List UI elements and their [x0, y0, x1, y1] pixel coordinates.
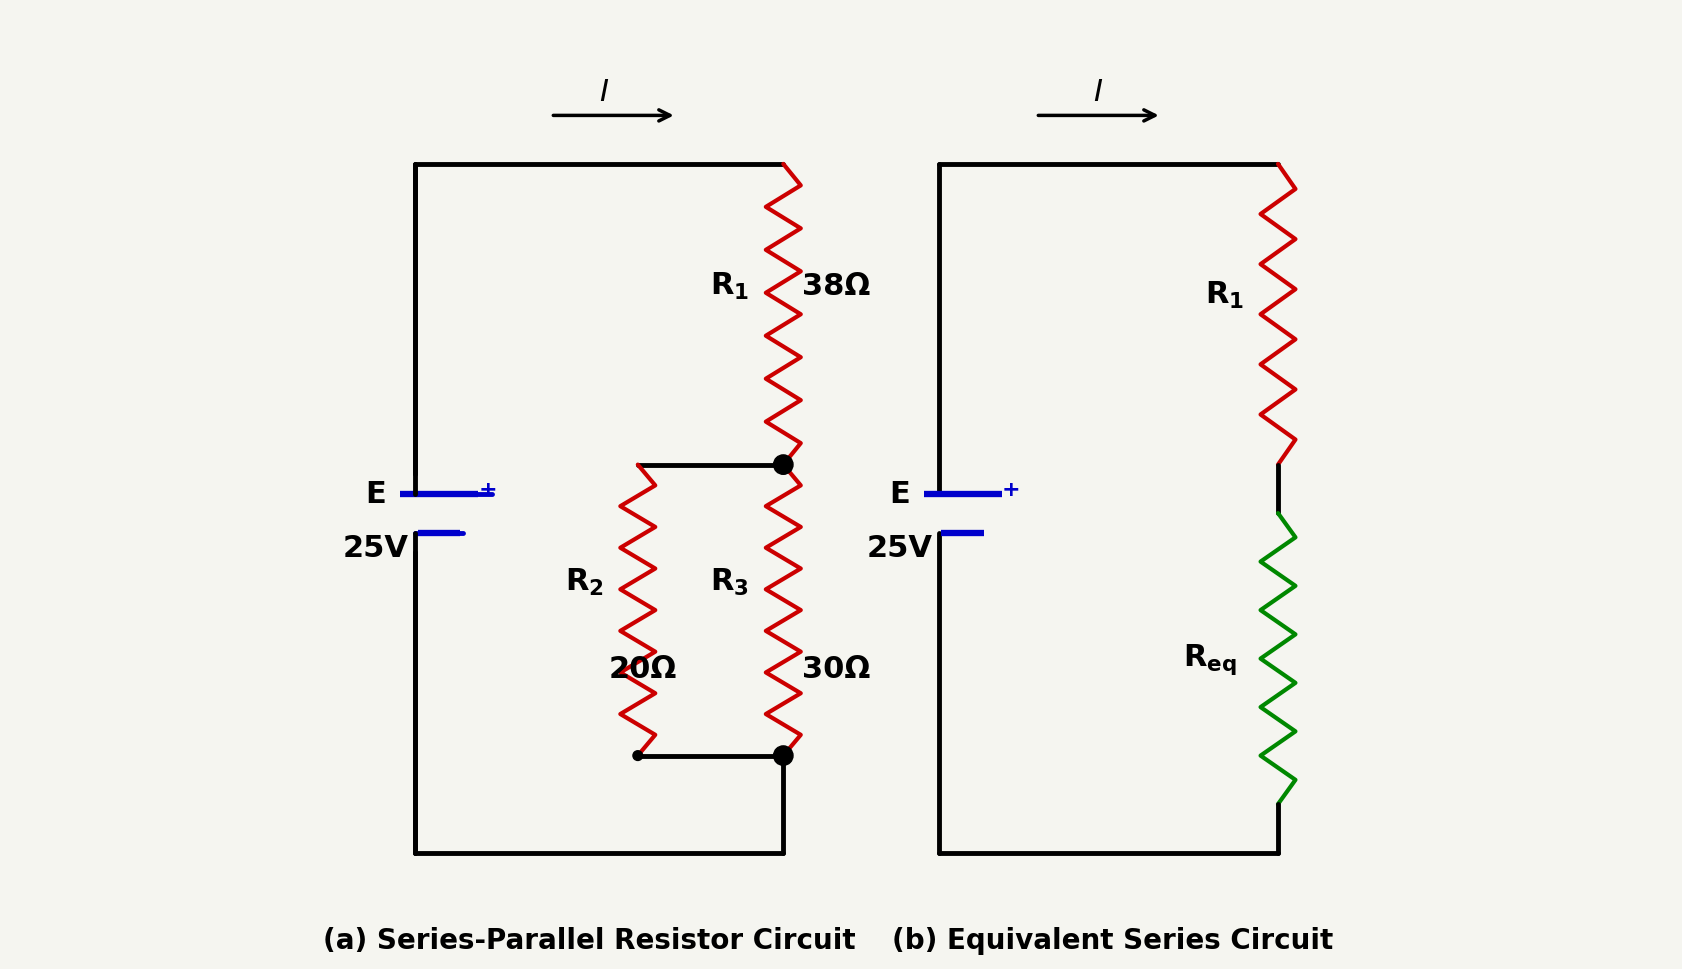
Text: $\mathbf{R_{eq}}$: $\mathbf{R_{eq}}$	[1182, 641, 1236, 676]
Text: $\mathbf{R_2}$: $\mathbf{R_2}$	[565, 566, 604, 597]
Text: 30Ω: 30Ω	[802, 654, 870, 683]
Text: $\mathbf{R_1}$: $\mathbf{R_1}$	[710, 270, 748, 301]
Text: (a) Series-Parallel Resistor Circuit: (a) Series-Parallel Resistor Circuit	[323, 926, 854, 953]
Text: E: E	[365, 480, 387, 509]
Text: 25V: 25V	[866, 533, 932, 562]
Circle shape	[774, 455, 792, 475]
Text: 38Ω: 38Ω	[802, 271, 870, 300]
Text: $I$: $I$	[1093, 77, 1103, 108]
Text: (b) Equivalent Series Circuit: (b) Equivalent Series Circuit	[891, 926, 1332, 953]
Circle shape	[632, 751, 643, 761]
Text: $I$: $I$	[599, 77, 609, 108]
Text: 20Ω: 20Ω	[609, 654, 676, 683]
Text: +: +	[1001, 480, 1019, 499]
Text: +: +	[478, 480, 496, 499]
Text: E: E	[888, 480, 910, 509]
Text: $\mathbf{R_1}$: $\mathbf{R_1}$	[1204, 280, 1243, 311]
Circle shape	[774, 746, 792, 766]
Text: 25V: 25V	[343, 533, 409, 562]
Text: $\mathbf{R_3}$: $\mathbf{R_3}$	[710, 566, 748, 597]
